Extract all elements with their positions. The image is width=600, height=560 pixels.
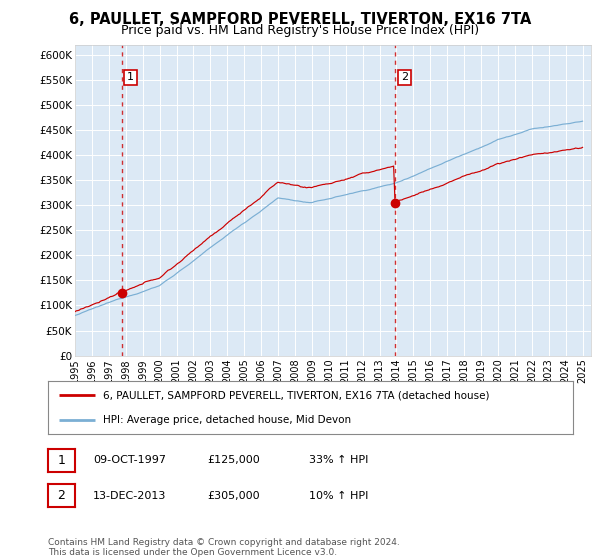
Text: Price paid vs. HM Land Registry's House Price Index (HPI): Price paid vs. HM Land Registry's House … bbox=[121, 24, 479, 36]
Text: £125,000: £125,000 bbox=[207, 455, 260, 465]
Text: 1: 1 bbox=[58, 454, 65, 467]
Text: 09-OCT-1997: 09-OCT-1997 bbox=[93, 455, 166, 465]
Text: 13-DEC-2013: 13-DEC-2013 bbox=[93, 491, 166, 501]
Text: Contains HM Land Registry data © Crown copyright and database right 2024.
This d: Contains HM Land Registry data © Crown c… bbox=[48, 538, 400, 557]
Text: 2: 2 bbox=[401, 72, 408, 82]
Text: 1: 1 bbox=[127, 72, 134, 82]
Text: 33% ↑ HPI: 33% ↑ HPI bbox=[309, 455, 368, 465]
Text: 6, PAULLET, SAMPFORD PEVERELL, TIVERTON, EX16 7TA: 6, PAULLET, SAMPFORD PEVERELL, TIVERTON,… bbox=[69, 12, 531, 27]
Text: £305,000: £305,000 bbox=[207, 491, 260, 501]
Text: 6, PAULLET, SAMPFORD PEVERELL, TIVERTON, EX16 7TA (detached house): 6, PAULLET, SAMPFORD PEVERELL, TIVERTON,… bbox=[103, 390, 490, 400]
Text: HPI: Average price, detached house, Mid Devon: HPI: Average price, detached house, Mid … bbox=[103, 414, 351, 424]
Text: 2: 2 bbox=[58, 489, 65, 502]
Text: 10% ↑ HPI: 10% ↑ HPI bbox=[309, 491, 368, 501]
